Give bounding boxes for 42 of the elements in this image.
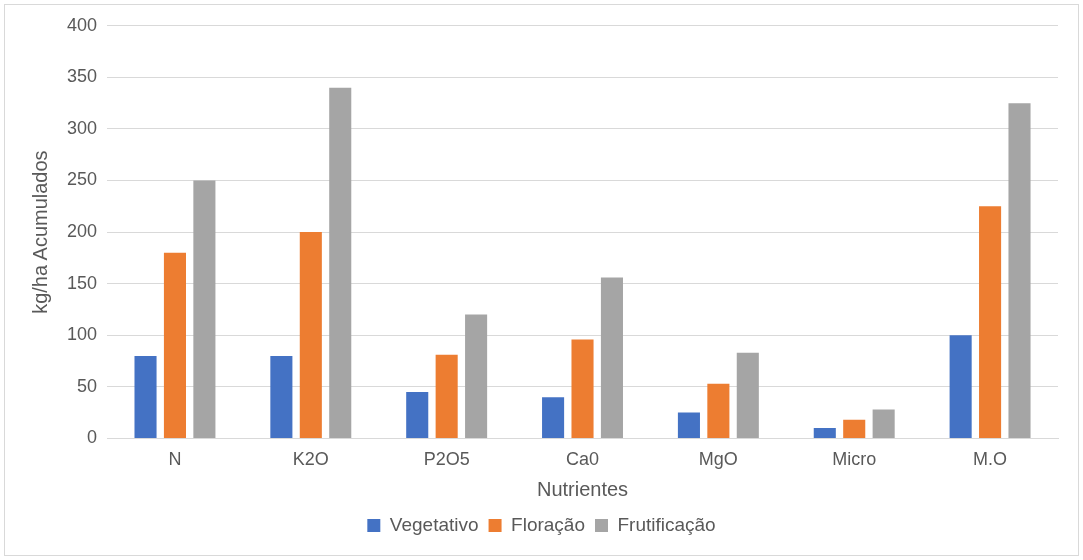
bar: [329, 87, 352, 438]
x-tick-label: N: [168, 449, 182, 470]
y-tick-label: 100: [66, 324, 98, 345]
legend-label: Vegetativo: [389, 513, 479, 535]
bar: [163, 252, 186, 438]
x-tick-label: Micro: [832, 449, 877, 470]
y-tick-label: 50: [77, 375, 98, 396]
bar: [193, 180, 216, 438]
bar: [949, 335, 972, 438]
bar: [542, 397, 565, 438]
bar: [843, 419, 866, 438]
y-tick-label: 250: [66, 169, 98, 190]
bar: [134, 355, 157, 438]
y-tick-label: 0: [87, 427, 98, 448]
y-tick-label: 400: [66, 14, 98, 35]
bar: [406, 391, 429, 438]
bar: [299, 232, 322, 438]
y-tick-label: 200: [66, 221, 98, 242]
y-tick-label: 300: [66, 117, 98, 138]
bar: [707, 383, 730, 438]
bar: [979, 206, 1002, 438]
x-tick-label: Ca0: [566, 449, 600, 470]
bar: [600, 277, 623, 438]
bar: [270, 355, 293, 438]
x-tick-label: MgO: [698, 449, 738, 470]
bar: [435, 354, 458, 438]
x-axis-title: Nutrientes: [536, 477, 629, 500]
legend-label: Floração: [511, 513, 585, 535]
legend-label: Frutificação: [617, 513, 716, 535]
bar: [813, 428, 836, 438]
y-tick-label: 350: [66, 66, 98, 87]
y-tick-label: 150: [66, 272, 98, 293]
bar: [571, 339, 594, 438]
bar: [736, 352, 759, 438]
bar: [1008, 103, 1031, 438]
x-tick-label: K2O: [292, 449, 329, 470]
x-tick-label: P2O5: [423, 449, 470, 470]
x-tick-label: M.O: [973, 449, 1008, 470]
bar: [872, 409, 895, 438]
bar: [465, 314, 488, 438]
bar: [677, 412, 700, 438]
y-axis-title: kg/ha Acumulados: [28, 150, 51, 314]
